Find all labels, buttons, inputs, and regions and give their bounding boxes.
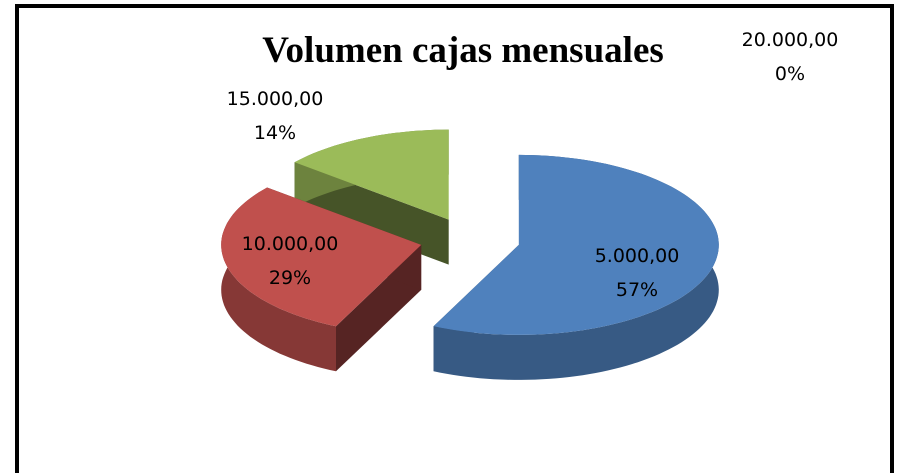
slice-label-category: 10.000,00: [242, 233, 339, 255]
slice-top: [221, 187, 422, 327]
slice-label-value: 57%: [616, 279, 658, 301]
chart-title: Volumen cajas mensuales: [262, 30, 664, 71]
slice-label-category: 15.000,00: [227, 88, 324, 110]
slice-label-category: 20.000,00: [742, 29, 839, 51]
slice-label-value: 29%: [269, 267, 311, 289]
slice-label-category: 5.000,00: [595, 245, 680, 267]
slice-top: [294, 129, 449, 220]
chart-frame: [15, 4, 894, 473]
slice-label-value: 14%: [254, 122, 296, 144]
slice: [221, 187, 422, 372]
slice: [433, 154, 719, 380]
slice-label-value: 0%: [775, 63, 805, 85]
slice-top: [433, 154, 719, 335]
slice: [294, 129, 449, 265]
